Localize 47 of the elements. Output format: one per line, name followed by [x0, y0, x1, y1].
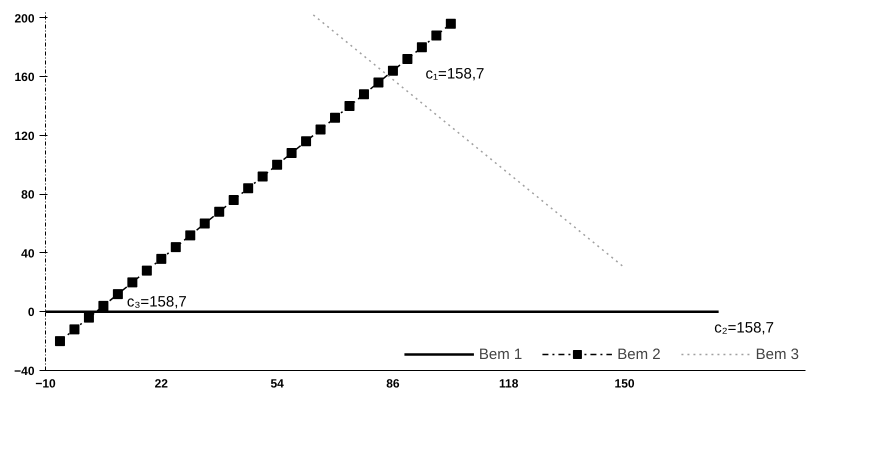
- point: [316, 124, 326, 135]
- x-tick-label: −10: [35, 376, 56, 390]
- y-tick-label: −40: [14, 364, 35, 378]
- point: [446, 18, 456, 29]
- x-tick-label: 86: [386, 376, 400, 390]
- point: [170, 242, 181, 252]
- point: [98, 300, 108, 311]
- point: [344, 101, 354, 112]
- point: [286, 148, 297, 158]
- point: [402, 54, 412, 64]
- legend-label: Bem 3: [756, 346, 799, 362]
- point: [416, 42, 427, 52]
- annotation: c₁=158,7: [426, 66, 484, 82]
- point: [69, 324, 80, 334]
- point: [373, 78, 384, 88]
- point: [54, 336, 65, 346]
- point: [142, 266, 152, 276]
- point: [258, 172, 268, 182]
- y-tick-label: 80: [21, 188, 35, 202]
- point: [156, 254, 166, 264]
- point: [200, 218, 210, 229]
- point: [330, 112, 340, 123]
- annotation: c₃=158,7: [126, 293, 187, 310]
- x-tick-label: 22: [154, 376, 168, 390]
- y-tick-label: 200: [14, 11, 35, 26]
- legend-label: Bem 2: [617, 346, 661, 362]
- point: [84, 312, 94, 323]
- annotation: c₂=158,7: [714, 319, 774, 336]
- point: [228, 195, 239, 206]
- point: [358, 89, 369, 100]
- x-tick-label: 150: [614, 376, 635, 390]
- y-tick-label: 40: [21, 246, 35, 260]
- x-tick-label: 54: [270, 376, 284, 390]
- point: [431, 30, 442, 40]
- legend-label: Bem 1: [478, 346, 522, 362]
- point: [243, 183, 254, 194]
- point: [388, 66, 398, 76]
- x-tick-label: 118: [499, 376, 519, 390]
- y-tick-label: 0: [28, 305, 35, 320]
- point: [301, 136, 312, 146]
- y-tick-label: 160: [14, 70, 35, 84]
- point: [127, 277, 138, 288]
- point: [214, 206, 224, 217]
- point: [185, 230, 196, 240]
- point: [112, 289, 123, 300]
- y-tick-label: 120: [14, 128, 35, 143]
- point: [272, 160, 282, 170]
